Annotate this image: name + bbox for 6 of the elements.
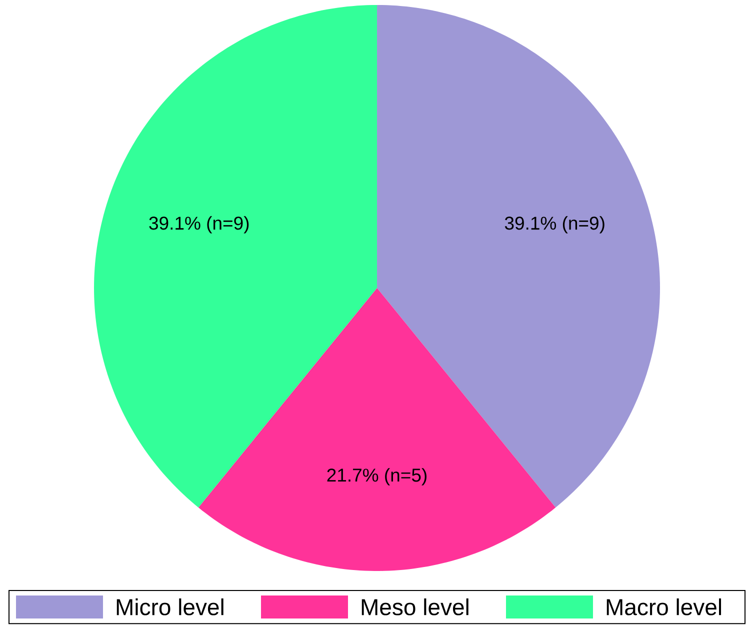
data-label: 39.1% (n=9) <box>149 216 249 234</box>
data-label: 39.1% (n=9) <box>504 216 604 234</box>
legend-label: Meso level <box>362 598 468 616</box>
data-label: 21.7% (n=5) <box>327 468 426 486</box>
legend-label: Macro level <box>606 598 722 616</box>
legend-label: Micro level <box>116 598 224 616</box>
